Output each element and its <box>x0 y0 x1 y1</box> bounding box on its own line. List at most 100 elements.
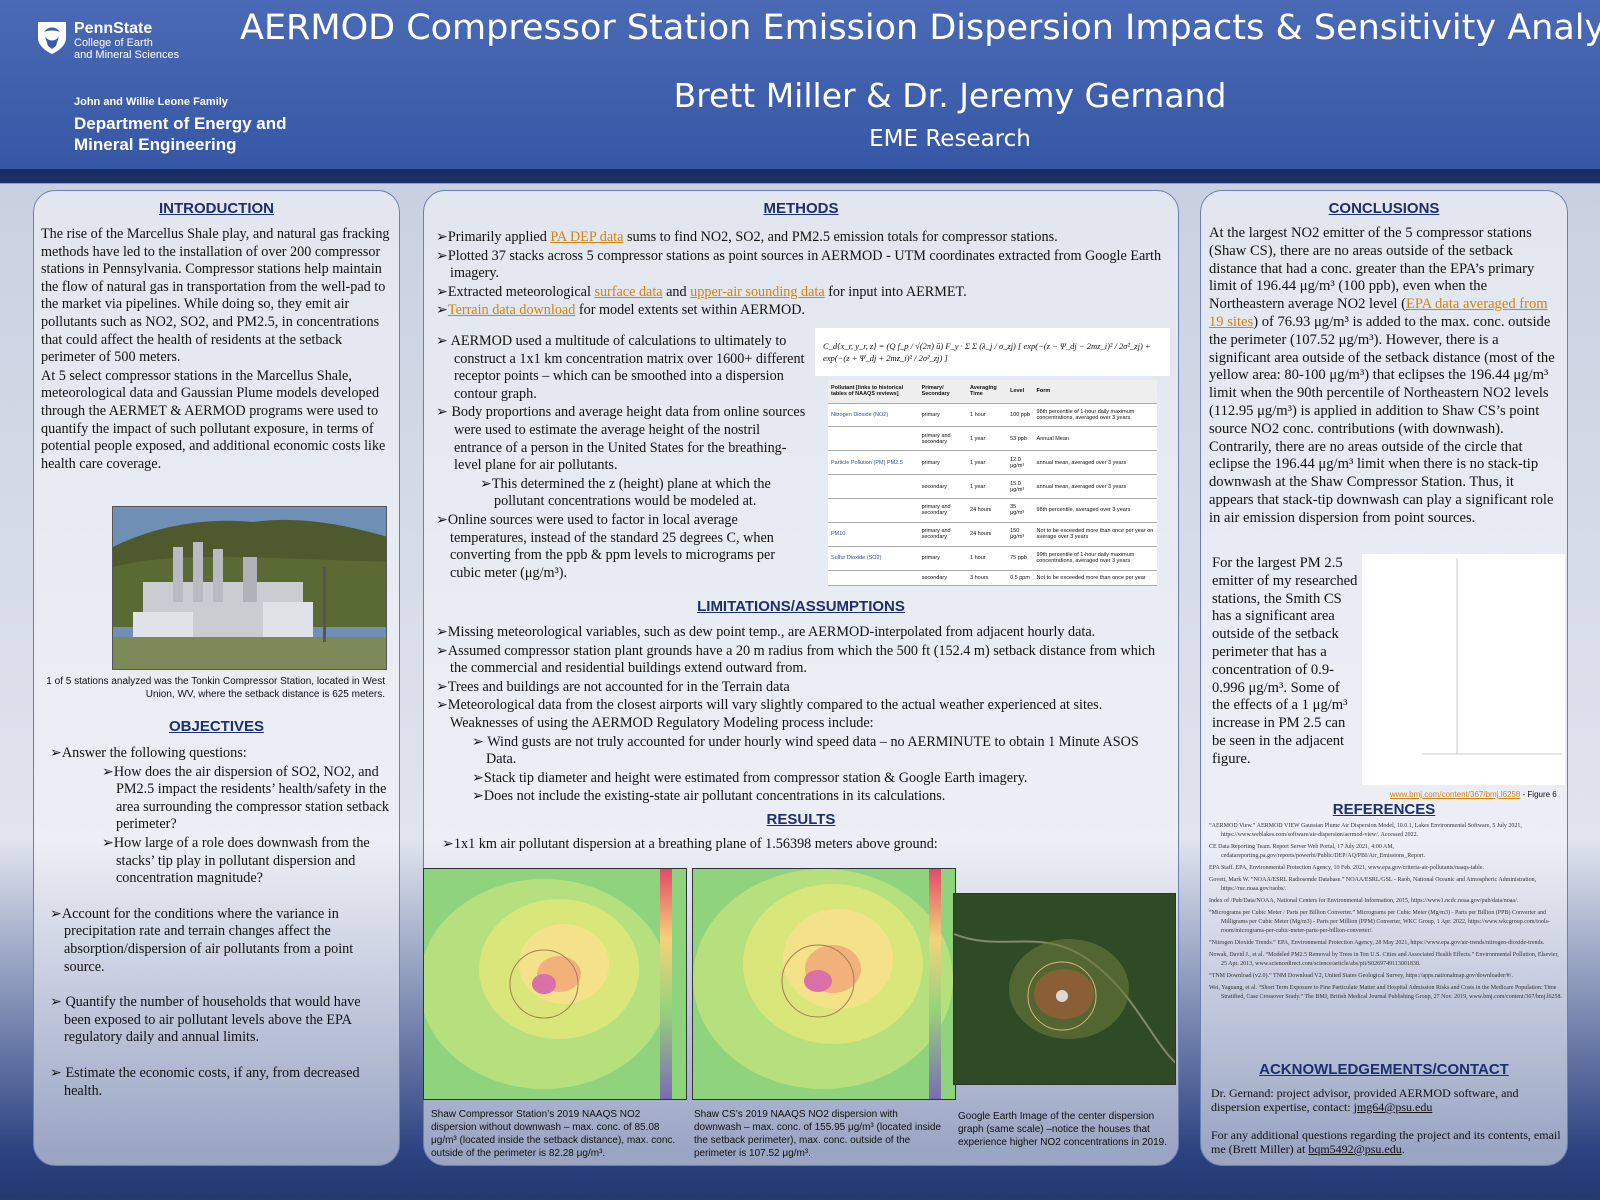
dept-name-line2: Mineral Engineering <box>74 135 237 154</box>
epa-data-link[interactable]: EPA data averaged from 19 sites <box>1209 296 1548 330</box>
google-earth-image <box>953 893 1176 1085</box>
naaqs-cell: primary <box>918 403 968 428</box>
upper-air-link[interactable]: upper-air sounding data <box>690 283 825 300</box>
naaqs-cell: 53 ppb <box>1007 426 1034 452</box>
methods-heading: METHODS <box>763 200 839 217</box>
naaqs-cell: annual mean, averaged over 3 years <box>1033 450 1157 476</box>
naaqs-cell: 35 μg/m³ <box>1007 498 1034 523</box>
naaqs-cell: primary and secondary <box>918 498 968 523</box>
naaqs-cell: 1 year <box>967 474 1008 500</box>
method-4b: for model extents set within AERMOD. <box>575 302 806 319</box>
naaqs-cell[interactable]: Nitrogen Dioxide (NO2) <box>828 403 919 428</box>
result-1-text: 1x1 km air pollutant dispersion at a bre… <box>453 836 938 852</box>
naaqs-cell: 12.0 μg/m³ <box>1007 450 1034 476</box>
naaqs-row: Particle Pollution (PM) PM2.5 primary 1 ye… <box>828 450 1157 476</box>
limitation-4-text: Meteorological data from the closest air… <box>447 697 1103 731</box>
logo-name: PennState <box>74 20 153 37</box>
conclusions-text: At the largest NO2 emitter of the 5 comp… <box>1209 225 1561 529</box>
method-2: ➢Plotted 37 stacks across 5 compressor s… <box>436 247 1162 282</box>
limitation-4c-text: Does not include the existing-state air … <box>483 788 946 805</box>
ack-contact: For any additional questions regarding t… <box>1211 1128 1563 1156</box>
naaqs-cell: 1 year <box>967 426 1008 452</box>
figure-6-link[interactable]: www.bmj.com/content/367/bmj.l6258 <box>1390 790 1521 799</box>
method-1: ➢Primarily applied PA DEP data sums to f… <box>436 229 1058 245</box>
naaqs-table: Pollutant [links to historical tables of… <box>828 380 1157 587</box>
naaqs-cell: 98th percentile, averaged over 3 years <box>1033 498 1157 523</box>
method-4: ➢Terrain data download for model extents… <box>436 302 806 319</box>
naaqs-cell: 98th percentile of 1-hour daily maximum … <box>1033 403 1157 428</box>
reference-item: Wei, Yaguang, et al. “Short Term Exposur… <box>1209 985 1563 1000</box>
limitation-4a-text: Wind gusts are not truly accounted for u… <box>486 733 1139 768</box>
pa-dep-link[interactable]: PA DEP data <box>550 229 624 245</box>
reference-item: “Micrograms per Cubic Meter / Parts per … <box>1209 910 1550 934</box>
naaqs-cell: Annual Mean <box>1033 426 1157 452</box>
results-heading: RESULTS <box>766 811 836 828</box>
dept-family: John and Willie Leone Family <box>74 96 228 108</box>
naaqs-cell: 24 hours <box>967 522 1008 547</box>
reference-item: Nowak, David J., et al. “Modeled PM2.5 R… <box>1209 952 1559 967</box>
ack-advisor-text: Dr. Gernand: project advisor, provided A… <box>1211 1086 1519 1114</box>
objectives-heading: OBJECTIVES <box>168 718 265 735</box>
naaqs-row: secondary 3 hours 0.5 ppm Not to be exceede… <box>828 570 1157 587</box>
author-email-link[interactable]: bqm5492@psu.edu <box>1308 1142 1402 1156</box>
photo-caption: 1 of 5 stations analyzed was the Tonkin … <box>46 676 385 700</box>
naaqs-cell: 100 ppb <box>1007 403 1034 428</box>
naaqs-cell: primary <box>918 546 968 571</box>
intro-text: The rise of the Marcellus Shale play, an… <box>41 226 393 474</box>
objective-2: ➢Account for the conditions where the va… <box>50 905 354 975</box>
naaqs-cell: Not to be exceeded more than once per ye… <box>1033 522 1157 547</box>
naaqs-cell[interactable]: PM10 <box>828 522 919 547</box>
result-1: ➢1x1 km air pollutant dispersion at a br… <box>442 836 938 852</box>
map1-caption: Shaw Compressor Station’s 2019 NAAQS NO2… <box>431 1109 676 1159</box>
poster-header: PennState College of Earth and Mineral S… <box>0 0 1600 174</box>
question-2-text: How large of a role does downwash from t… <box>113 834 370 887</box>
objectives-text: ➢Answer the following questions: ➢How do… <box>50 745 390 1101</box>
naaqs-cell: 3 hours <box>967 570 1008 587</box>
method-3: ➢Extracted meteorological surface data a… <box>436 283 967 300</box>
naaqs-row: PM10 primary and secondary 24 hours 150 μg/… <box>828 522 1157 547</box>
question-1: ➢How does the air dispersion of SO2, NO2… <box>102 763 390 833</box>
naaqs-cell: primary <box>918 450 968 476</box>
poster-authors: Brett Miller & Dr. Jeremy Gernand <box>673 76 1227 115</box>
naaqs-cell[interactable]: Sulfur Dioxide (SO2) <box>828 546 919 571</box>
naaqs-cell: annual mean, averaged over 3 years <box>1033 474 1157 500</box>
objective-4: ➢ Estimate the economic costs, if any, f… <box>50 1064 360 1099</box>
naaqs-cell <box>828 426 919 452</box>
limitation-4b: ➢Stack tip diameter and height were esti… <box>472 769 1028 786</box>
naaqs-header-row: Pollutant [links to historical tables of… <box>828 380 1157 404</box>
logo-college-line2: and Mineral Sciences <box>74 49 180 61</box>
method-5-text: AERMOD used a multitude of calculations … <box>450 333 805 402</box>
method-5: ➢ AERMOD used a multitude of calculation… <box>436 333 805 402</box>
reference-item: “Nitrogen Dioxide Trends.” EPA, Environm… <box>1209 940 1545 946</box>
limitation-3-text: Trees and buildings are not accounted fo… <box>447 678 790 695</box>
map3-caption: Google Earth Image of the center dispers… <box>958 1111 1168 1148</box>
terrain-data-link[interactable]: Terrain data download <box>447 302 576 319</box>
figure-6-chart <box>1362 554 1565 785</box>
objective-3-text: Quantify the number of households that w… <box>64 994 361 1046</box>
conclusions-heading: CONCLUSIONS <box>1328 200 1440 217</box>
question-1-text: How does the air dispersion of SO2, NO2,… <box>113 763 390 833</box>
ack-contact-end: . <box>1401 1142 1405 1156</box>
naaqs-cell <box>828 498 919 523</box>
naaqs-header-cell: Form <box>1033 380 1157 404</box>
dispersion-map-no-downwash <box>423 868 687 1100</box>
method-6-sub: ➢This determined the z (height) plane at… <box>480 475 771 510</box>
surface-data-link[interactable]: surface data <box>594 283 663 300</box>
naaqs-row: Nitrogen Dioxide (NO2) primary 1 hour 100 p… <box>828 403 1157 428</box>
shield-icon <box>38 22 66 54</box>
left-panel <box>33 190 400 1166</box>
pennstate-logo: PennState College of Earth and Mineral S… <box>36 20 179 61</box>
method-2-text: Plotted 37 stacks across 5 compressor st… <box>447 247 1162 282</box>
naaqs-cell: secondary <box>918 474 968 500</box>
gaussian-formula: C_d{x_r, y_r, z} = (Q f_p / √(2π) ū) F_y… <box>815 328 1170 376</box>
ack-heading: ACKNOWLEDGEMENTS/CONTACT <box>1259 1061 1509 1078</box>
naaqs-cell: 24 hours <box>967 498 1008 523</box>
method-7: ➢Online sources were used to factor in l… <box>436 511 776 581</box>
naaqs-cell: 0.5 ppm <box>1007 570 1034 587</box>
advisor-email-link[interactable]: jmg64@psu.edu <box>1353 1100 1433 1114</box>
limitation-4c: ➢Does not include the existing-state air… <box>472 788 946 805</box>
naaqs-cell[interactable]: Particle Pollution (PM) PM2.5 <box>828 450 919 476</box>
poster-org: EME Research <box>869 126 1031 152</box>
naaqs-cell: 15.0 μg/m³ <box>1007 474 1034 500</box>
dept-name-line1: Department of Energy and <box>74 114 287 133</box>
